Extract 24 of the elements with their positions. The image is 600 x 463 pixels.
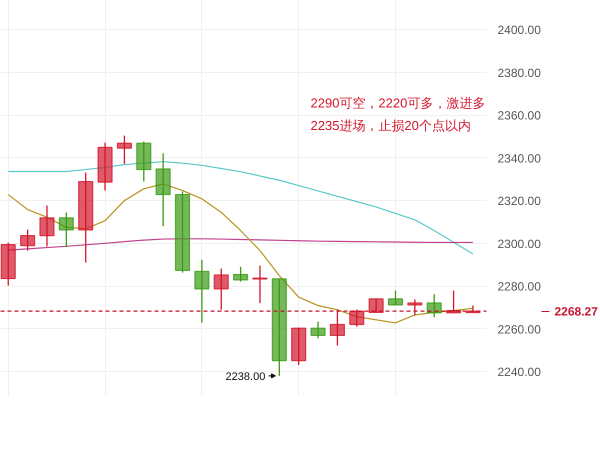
y-tick-label: 2400.00: [498, 23, 542, 38]
candlestick: [252, 264, 268, 304]
line-series: [8, 161, 474, 255]
candlestick: [58, 212, 74, 248]
candlestick: [39, 204, 55, 248]
candlestick: [194, 259, 210, 324]
y-tick-label: 2380.00: [498, 66, 542, 80]
candlestick: [233, 266, 248, 282]
y-tick-label: 2300.00: [498, 236, 542, 251]
candlestick: [310, 320, 326, 339]
candlestick: [116, 134, 132, 164]
y-tick-label: 2260.00: [498, 322, 542, 336]
ref-line-label: 2268.27: [554, 304, 598, 319]
annotation: 2238.00: [226, 370, 266, 383]
y-tick-label: 2280.00: [498, 280, 542, 294]
annotation: 2290可空，2220可多，激进多 2235进场，止损20个点以内: [310, 96, 486, 133]
y-tick-label: 2320.00: [498, 194, 542, 208]
candlestick: [426, 294, 442, 318]
y-tick-label: 2360.00: [498, 108, 542, 123]
line-series: [8, 183, 474, 324]
candlestick: [388, 290, 404, 306]
y-tick-label: 2240.00: [498, 365, 542, 380]
candlestick: [20, 228, 36, 252]
y-tick-label: 2340.00: [498, 151, 542, 166]
